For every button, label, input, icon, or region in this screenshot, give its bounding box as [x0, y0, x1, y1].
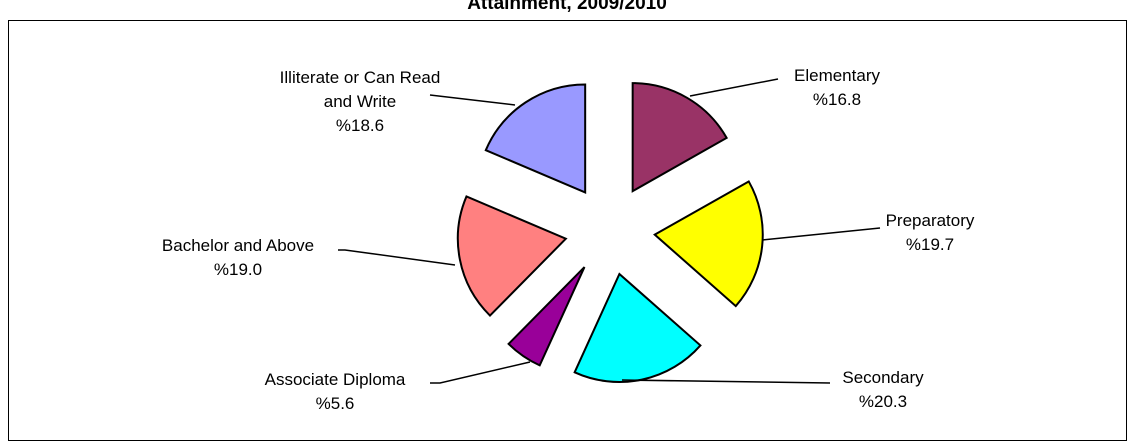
- slice-label: Illiterate or Can Read and Write: [279, 68, 441, 111]
- leader-line: [761, 227, 881, 241]
- leader-line: [621, 379, 831, 384]
- slice-value-label: %16.8: [812, 90, 862, 109]
- slice-value-label: %19.7: [905, 235, 955, 254]
- pie-slice: [653, 180, 764, 308]
- chart-title: Attainment, 2009/2010: [467, 0, 667, 14]
- slice-value-label: %5.6: [315, 394, 355, 413]
- slice-label: Secondary: [842, 368, 924, 387]
- slice-label: Elementary: [794, 66, 880, 85]
- slice-label: Associate Diploma: [264, 370, 406, 389]
- leader-line: [338, 249, 456, 266]
- leader-line: [689, 78, 779, 97]
- leader-line: [430, 361, 531, 384]
- pie-slice: [507, 266, 586, 367]
- leader-line: [429, 94, 516, 106]
- slice-value-label: %20.3: [858, 392, 908, 411]
- slice-value-label: %18.6: [335, 116, 385, 135]
- pie-slice: [456, 195, 568, 317]
- slice-label: Bachelor and Above: [161, 236, 315, 255]
- pie-slice: [484, 83, 587, 194]
- slice-label: Preparatory: [885, 211, 975, 230]
- pie-slice: [631, 82, 729, 193]
- slice-value-label: %19.0: [213, 260, 263, 279]
